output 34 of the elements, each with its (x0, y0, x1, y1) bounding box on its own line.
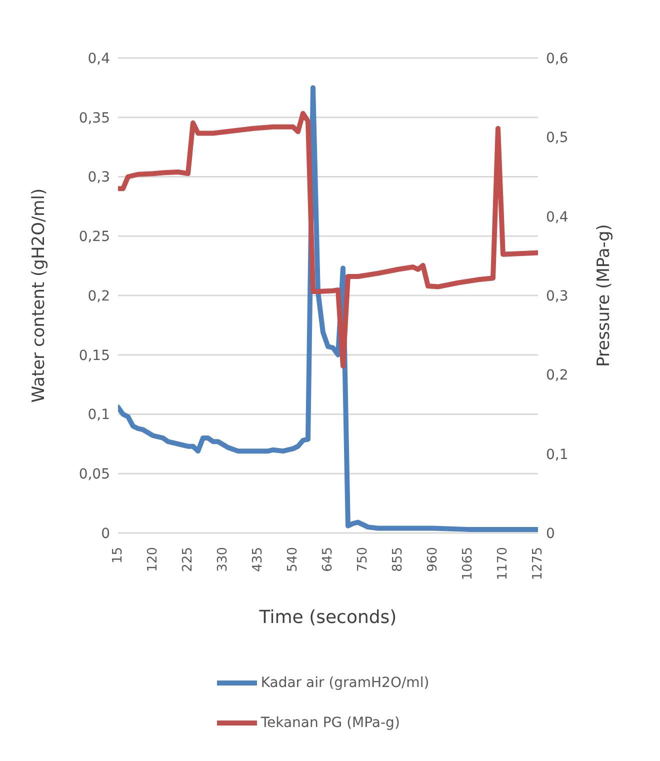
x-tick-label: 435 (250, 547, 266, 572)
x-tick-label: 1170 (496, 547, 511, 580)
y-tick-label: 0,25 (78, 229, 110, 246)
y2-tick-label: 0,2 (546, 368, 568, 384)
x-tick-label: 855 (390, 547, 406, 572)
y-tick-label: 0,3 (88, 170, 110, 186)
x-tick-label: 225 (180, 547, 196, 572)
legend-label: Tekanan PG (MPa-g) (260, 714, 400, 731)
y-axis-title: Water content (gH2O/ml) (29, 188, 50, 403)
y-tick-label: 0,1 (88, 407, 110, 424)
y2-tick-label: 0,3 (546, 288, 568, 304)
y2-tick-label: 0,6 (546, 50, 568, 67)
x-tick-label: 1065 (460, 547, 476, 580)
x-axis-title: Time (seconds) (258, 607, 397, 628)
y-tick-label: 0 (101, 526, 110, 542)
y-tick-label: 0,15 (78, 348, 110, 364)
y-tick-label: 0,2 (88, 288, 110, 304)
y-tick-label: 0,35 (78, 110, 110, 126)
y2-tick-label: 0,5 (546, 130, 568, 146)
y2-tick-label: 0 (546, 526, 555, 542)
x-tick-label: 15 (110, 547, 126, 564)
x-tick-label: 750 (356, 547, 371, 572)
y-tick-label: 0,05 (78, 466, 110, 483)
x-tick-label: 540 (286, 547, 301, 572)
legend-label: Kadar air (gramH2O/ml) (260, 674, 430, 691)
y2-axis-title: Pressure (MPa-g) (594, 224, 614, 367)
x-tick-label: 960 (426, 547, 441, 572)
y2-tick-label: 0,4 (546, 209, 568, 226)
y2-tick-label: 0,1 (546, 446, 568, 463)
x-tick-label: 1275 (530, 547, 546, 580)
x-tick-label: 120 (146, 547, 161, 572)
x-tick-label: 330 (216, 547, 231, 572)
x-tick-label: 645 (320, 547, 336, 572)
y-tick-label: 0,4 (88, 50, 110, 67)
